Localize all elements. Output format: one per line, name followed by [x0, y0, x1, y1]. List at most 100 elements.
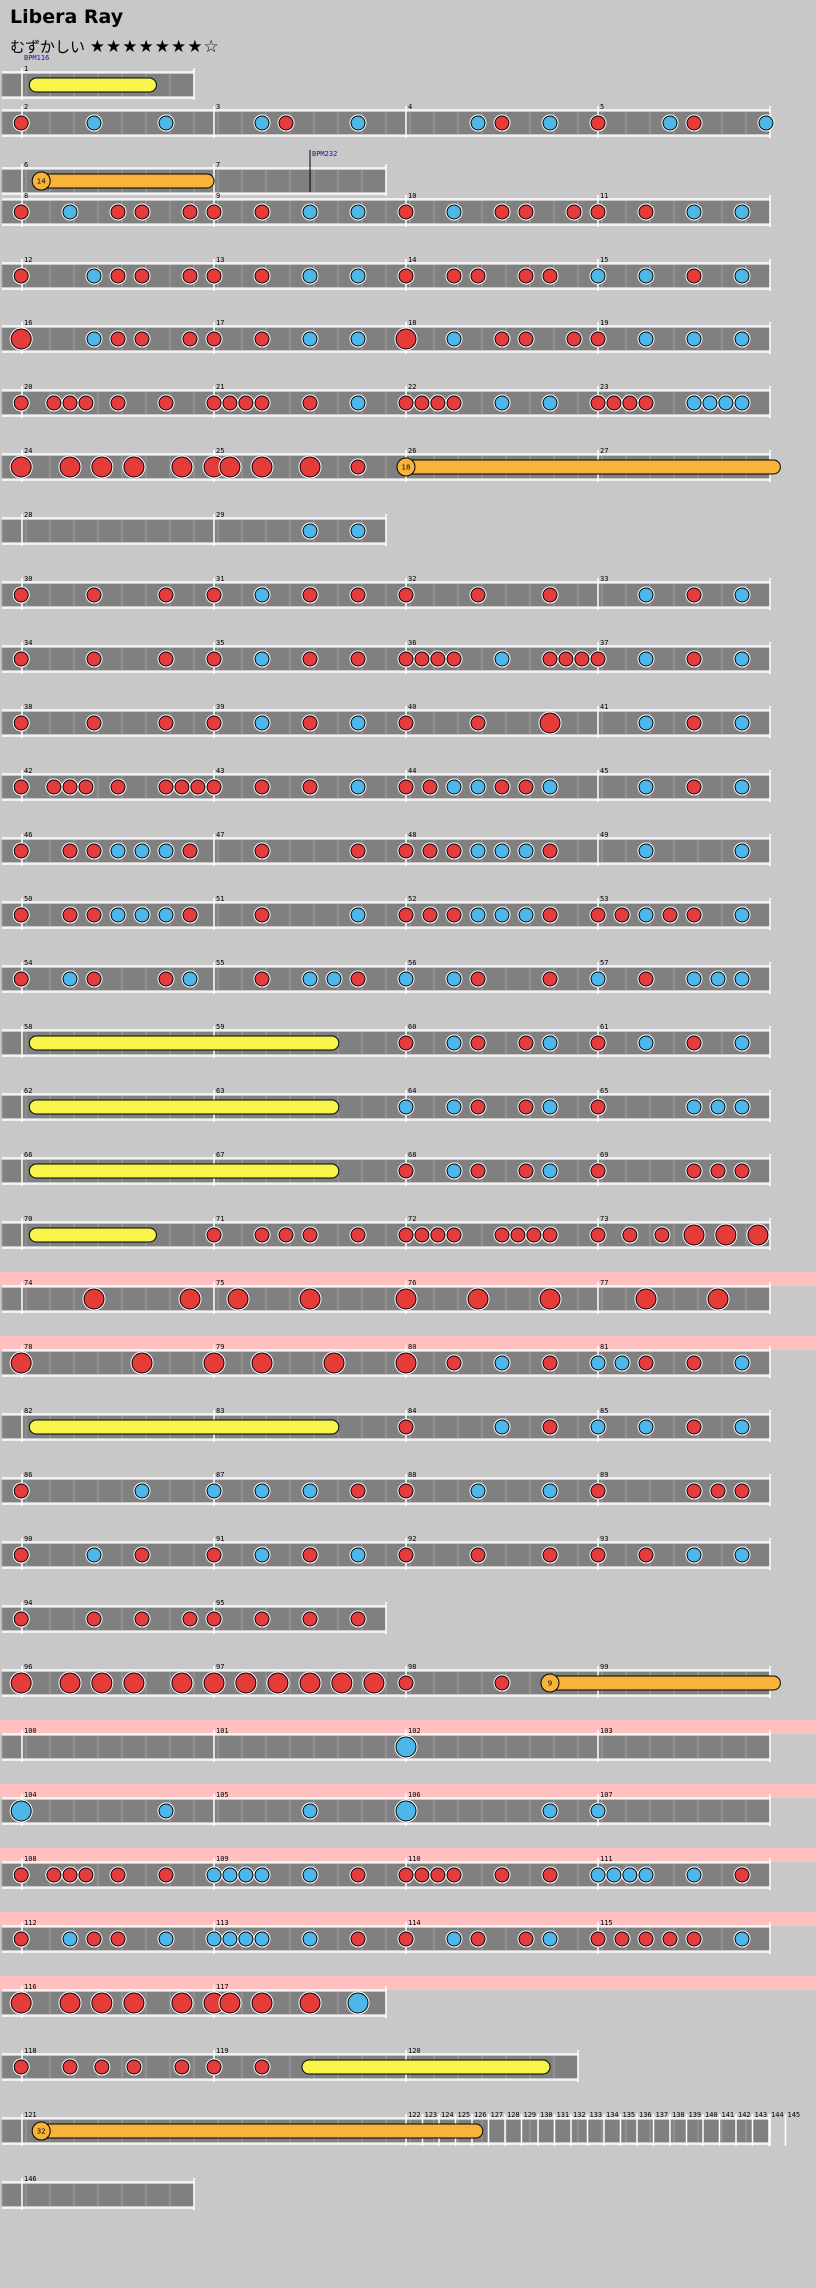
measure-number: 37 — [600, 639, 608, 647]
don-note — [686, 1931, 702, 1947]
measure-number: 114 — [408, 1919, 421, 1927]
big-don-note — [123, 456, 145, 478]
don-note — [46, 779, 62, 795]
measure-number: 64 — [408, 1087, 416, 1095]
balloon-head — [31, 171, 51, 191]
big-don-note — [59, 456, 81, 478]
measure-number: 45 — [600, 767, 608, 775]
don-note — [446, 1227, 462, 1243]
ka-note — [494, 843, 510, 859]
measure-number: 75 — [216, 1279, 224, 1287]
measure-number: 78 — [24, 1343, 32, 1351]
don-note — [686, 1035, 702, 1051]
don-note — [398, 1419, 414, 1435]
don-note — [542, 268, 558, 284]
measure-number: 52 — [408, 895, 416, 903]
don-note — [302, 1611, 318, 1627]
don-note — [46, 395, 62, 411]
measure-number: 76 — [408, 1279, 416, 1287]
balloon-count: 18 — [402, 464, 411, 472]
measure-number: 21 — [216, 383, 224, 391]
don-note — [206, 2059, 222, 2075]
don-note — [494, 331, 510, 347]
song-title: Libera Ray — [10, 6, 124, 28]
don-note — [278, 1227, 294, 1243]
balloon-note — [32, 2123, 484, 2139]
don-note — [94, 2059, 110, 2075]
don-note — [430, 651, 446, 667]
ka-note — [686, 204, 702, 220]
ka-note — [686, 971, 702, 987]
don-note — [350, 1227, 366, 1243]
measure-number: 13 — [216, 256, 224, 264]
don-note — [206, 1547, 222, 1563]
don-note — [446, 1867, 462, 1883]
measure-number: 73 — [600, 1215, 608, 1223]
ka-note — [350, 715, 366, 731]
don-note — [110, 395, 126, 411]
difficulty-label: むずかしい — [10, 38, 86, 56]
don-note — [398, 1483, 414, 1499]
balloon-head — [540, 1673, 560, 1693]
big-don-note — [299, 456, 321, 478]
ka-note — [734, 715, 750, 731]
don-note — [542, 1867, 558, 1883]
don-note — [254, 971, 270, 987]
ka-note — [734, 907, 750, 923]
don-note — [350, 459, 366, 475]
ka-note — [638, 715, 654, 731]
don-note — [470, 715, 486, 731]
measure-number: 56 — [408, 959, 416, 967]
measure-number: 55 — [216, 959, 224, 967]
measure-number: 92 — [408, 1535, 416, 1543]
measure-number: 82 — [24, 1407, 32, 1415]
big-don-note — [395, 328, 417, 350]
don-note — [494, 779, 510, 795]
measure-number: 138 — [672, 2111, 685, 2119]
ka-note — [734, 331, 750, 347]
measure-number: 86 — [24, 1471, 32, 1479]
don-note — [254, 2059, 270, 2075]
ka-note — [734, 1419, 750, 1435]
don-note — [238, 395, 254, 411]
don-note — [518, 1035, 534, 1051]
don-note — [110, 779, 126, 795]
measure-number: 113 — [216, 1919, 229, 1927]
balloon-note — [32, 173, 215, 189]
ka-note — [254, 1547, 270, 1563]
gogo-band — [0, 1720, 816, 1734]
don-note — [638, 1931, 654, 1947]
don-note — [398, 587, 414, 603]
don-note — [158, 395, 174, 411]
ka-note — [518, 843, 534, 859]
don-note — [686, 587, 702, 603]
ka-note — [302, 971, 318, 987]
ka-note — [638, 651, 654, 667]
ka-note — [158, 115, 174, 131]
big-don-note — [91, 1992, 113, 2014]
don-note — [638, 204, 654, 220]
don-note — [158, 971, 174, 987]
measure-number: 87 — [216, 1471, 224, 1479]
don-note — [398, 907, 414, 923]
ka-note — [470, 115, 486, 131]
don-note — [590, 1035, 606, 1051]
measure-number: 115 — [600, 1919, 613, 1927]
don-note — [518, 204, 534, 220]
ka-note — [158, 1931, 174, 1947]
don-note — [446, 843, 462, 859]
ka-note — [542, 1803, 558, 1819]
measure-number: 39 — [216, 703, 224, 711]
measure-number: 3 — [216, 103, 220, 111]
don-note — [78, 1867, 94, 1883]
measure-number: 7 — [216, 161, 220, 169]
don-note — [13, 268, 29, 284]
ka-note — [542, 1163, 558, 1179]
big-don-note — [539, 1288, 561, 1310]
measure-number: 142 — [738, 2111, 751, 2119]
don-note — [606, 395, 622, 411]
ka-note — [254, 1931, 270, 1947]
don-note — [398, 715, 414, 731]
don-note — [734, 1163, 750, 1179]
ka-note — [638, 1419, 654, 1435]
